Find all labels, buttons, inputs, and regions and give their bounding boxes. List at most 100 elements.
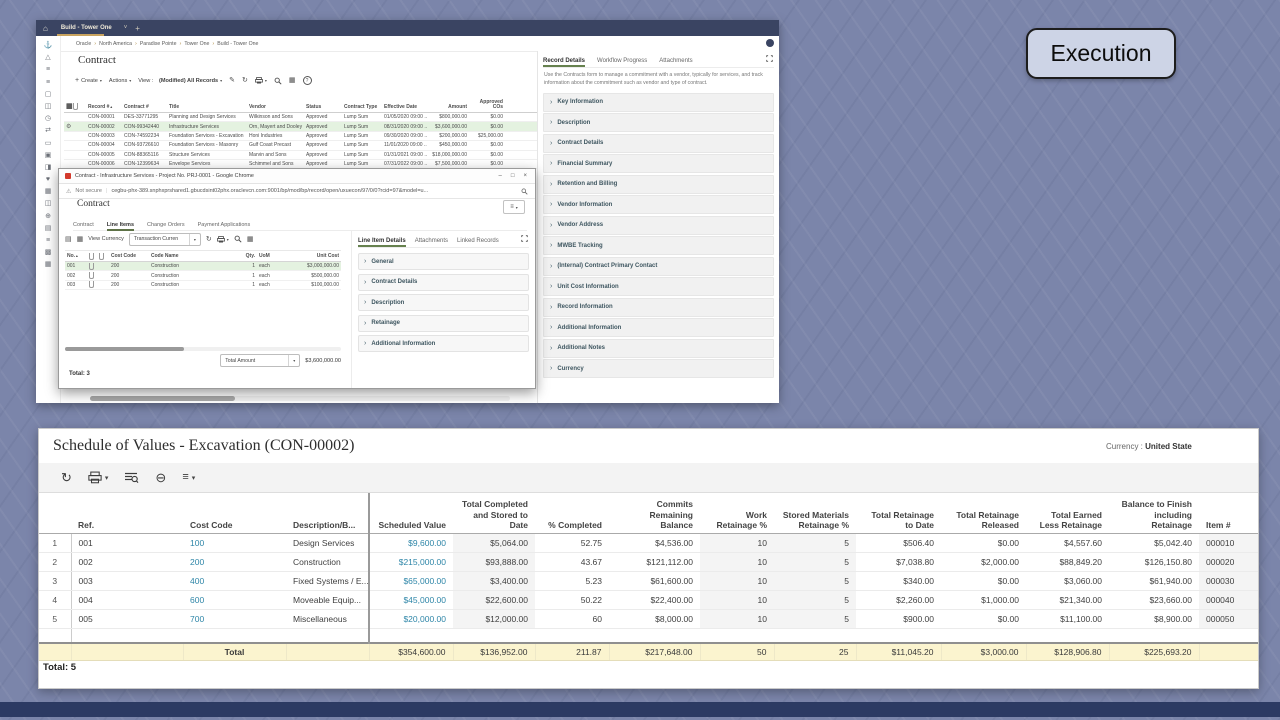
- record-details-tab[interactable]: Attachments: [659, 58, 693, 64]
- section-unit-cost-information[interactable]: › Unit Cost Information: [543, 277, 774, 297]
- sidebar-nav-icon[interactable]: ◫: [44, 102, 52, 110]
- section-mwbe-tracking[interactable]: › MWBE Tracking: [543, 236, 774, 256]
- section-additional-information[interactable]: › Additional Information: [543, 318, 774, 338]
- find-in-table-icon[interactable]: [124, 471, 139, 484]
- line-item-row[interactable]: 002 200 Construction 1 each $500,000.00: [65, 270, 341, 281]
- sidebar-nav-icon[interactable]: ▩: [44, 249, 52, 257]
- sidebar-nav-icon[interactable]: ▤: [44, 224, 52, 232]
- popup-page-tab[interactable]: Contract: [73, 222, 94, 228]
- column-header[interactable]: Scheduled Value: [369, 493, 453, 534]
- menu-button[interactable]: ≡ ▾: [182, 471, 196, 483]
- section-general[interactable]: › General: [358, 253, 529, 270]
- column-header[interactable]: Vendor: [247, 92, 304, 113]
- gear-icon[interactable]: ⚙: [66, 124, 72, 131]
- sidebar-nav-icon[interactable]: ◷: [44, 115, 52, 123]
- column-header[interactable]: Contract #: [122, 92, 167, 113]
- sidebar-nav-icon[interactable]: ▦: [44, 261, 52, 269]
- view-selector[interactable]: View : (Modified) All Records ▾: [138, 77, 223, 84]
- sidebar-nav-icon[interactable]: ⚓: [43, 42, 53, 49]
- column-header[interactable]: Cost Code: [183, 493, 286, 534]
- section-currency[interactable]: › Currency: [543, 359, 774, 379]
- tab-chevron-down-icon[interactable]: ˅: [123, 25, 128, 31]
- cost-code-cell[interactable]: 200: [183, 552, 286, 572]
- cost-code-cell[interactable]: 100: [183, 533, 286, 553]
- column-header[interactable]: Total Completed and Stored to Date: [453, 493, 535, 534]
- sidebar-nav-icon[interactable]: ▣: [44, 151, 52, 159]
- collapse-icon[interactable]: ⊖: [155, 470, 167, 485]
- sidebar-nav-icon[interactable]: ▦: [44, 188, 52, 196]
- line-item-details-tab[interactable]: Attachments: [414, 238, 449, 244]
- column-header[interactable]: Total Retainage to Date: [856, 493, 941, 534]
- column-header[interactable]: Record # ▴: [86, 92, 122, 113]
- column-header[interactable]: No. ▴: [65, 250, 87, 262]
- breadcrumb-item[interactable]: Paradise Pointe: [139, 40, 177, 47]
- refresh-icon[interactable]: ↻: [242, 77, 248, 84]
- actions-button[interactable]: Actions ▾: [108, 77, 132, 84]
- search-icon[interactable]: [274, 77, 282, 85]
- print-button[interactable]: ▾: [216, 235, 229, 243]
- column-header[interactable]: Approved COs: [469, 92, 505, 113]
- print-button[interactable]: ▾: [88, 471, 108, 484]
- currency-select[interactable]: Transaction Curren ▾: [128, 232, 201, 246]
- home-icon[interactable]: ⌂: [43, 23, 48, 33]
- line-item-row[interactable]: 003 200 Construction 1 each $100,000.00: [65, 280, 341, 291]
- section-contract-details[interactable]: › Contract Details: [543, 133, 774, 153]
- popup-address-bar[interactable]: ⚠ Not secure | cegbu-phx-389.snphxprshar…: [59, 184, 535, 199]
- section-key-information[interactable]: › Key Information: [543, 92, 774, 112]
- section-retainage[interactable]: › Retainage: [358, 314, 529, 332]
- popup-page-tab[interactable]: Line Items: [106, 222, 135, 231]
- scheduled-value-cell[interactable]: $65,000.00: [369, 571, 453, 591]
- url-search-icon[interactable]: [521, 188, 528, 195]
- section-contract-details[interactable]: › Contract Details: [358, 273, 529, 291]
- column-header[interactable]: Amount: [427, 92, 469, 113]
- maximize-button[interactable]: □: [510, 173, 515, 179]
- section-additional-information[interactable]: › Additional Information: [358, 335, 529, 352]
- sidebar-nav-icon[interactable]: ◫: [44, 200, 52, 208]
- grid-view-icon[interactable]: ▤: [65, 235, 72, 243]
- section-retention-and-billing[interactable]: › Retention and Billing: [543, 174, 774, 194]
- cost-code-cell[interactable]: 600: [183, 590, 286, 610]
- help-icon[interactable]: ?: [302, 76, 312, 85]
- column-header[interactable]: Unit Cost: [282, 250, 341, 262]
- column-header[interactable]: Effective Date: [382, 92, 427, 113]
- column-header[interactable]: Qty.: [235, 250, 257, 262]
- table-view-icon[interactable]: ▦: [76, 235, 84, 243]
- column-header[interactable]: Total Retainage Released: [941, 493, 1026, 534]
- breadcrumb-settings-icon[interactable]: [766, 39, 774, 47]
- scheduled-value-cell[interactable]: $9,600.00: [369, 533, 453, 553]
- breadcrumb-item[interactable]: Build - Tower One: [217, 40, 259, 47]
- section-vendor-information[interactable]: › Vendor Information: [543, 195, 774, 215]
- column-header[interactable]: Stored Materials Retainage %: [774, 493, 856, 534]
- scheduled-value-cell[interactable]: $45,000.00: [369, 590, 453, 610]
- popup-menu-button[interactable]: ≡ ▾: [503, 200, 525, 214]
- cost-code-cell[interactable]: 400: [183, 571, 286, 591]
- column-header[interactable]: Item #: [1199, 493, 1258, 534]
- create-button[interactable]: + Create ▾: [75, 77, 102, 84]
- cost-code-cell[interactable]: 700: [183, 609, 286, 629]
- section-vendor-address[interactable]: › Vendor Address: [543, 215, 774, 235]
- breadcrumb-item[interactable]: Tower One: [184, 40, 210, 47]
- section--internal-contract-primary-contact[interactable]: › (Internal) Contract Primary Contact: [543, 256, 774, 276]
- column-header[interactable]: Title: [167, 92, 247, 113]
- sidebar-nav-icon[interactable]: ⇄: [45, 127, 51, 135]
- column-header[interactable]: UoM: [257, 250, 282, 262]
- section-description[interactable]: › Description: [358, 294, 529, 311]
- breadcrumb-item[interactable]: Oracle: [76, 40, 92, 47]
- sidebar-nav-icon[interactable]: ♥: [45, 176, 51, 184]
- record-details-tab[interactable]: Workflow Progress: [597, 58, 648, 64]
- grid-settings-icon[interactable]: ▦: [288, 77, 296, 84]
- workspace-tab[interactable]: Build - Tower One: [55, 20, 118, 36]
- column-header[interactable]: Total Earned Less Retainage: [1026, 493, 1109, 534]
- section-additional-notes[interactable]: › Additional Notes: [543, 338, 774, 358]
- sidebar-nav-icon[interactable]: △: [45, 54, 51, 62]
- select-all-header[interactable]: ▦: [64, 92, 86, 113]
- column-header[interactable]: Ref.: [71, 493, 183, 534]
- sidebar-nav-icon[interactable]: ≡: [45, 78, 51, 86]
- section-description[interactable]: › Description: [543, 113, 774, 133]
- refresh-icon[interactable]: ↻: [61, 470, 72, 485]
- total-select[interactable]: Total Amount ▾: [220, 354, 301, 367]
- sidebar-nav-icon[interactable]: ▭: [44, 139, 52, 147]
- expand-panel-icon[interactable]: [766, 55, 773, 62]
- expand-panel-icon[interactable]: [521, 235, 528, 242]
- column-header[interactable]: Code Name: [149, 250, 235, 262]
